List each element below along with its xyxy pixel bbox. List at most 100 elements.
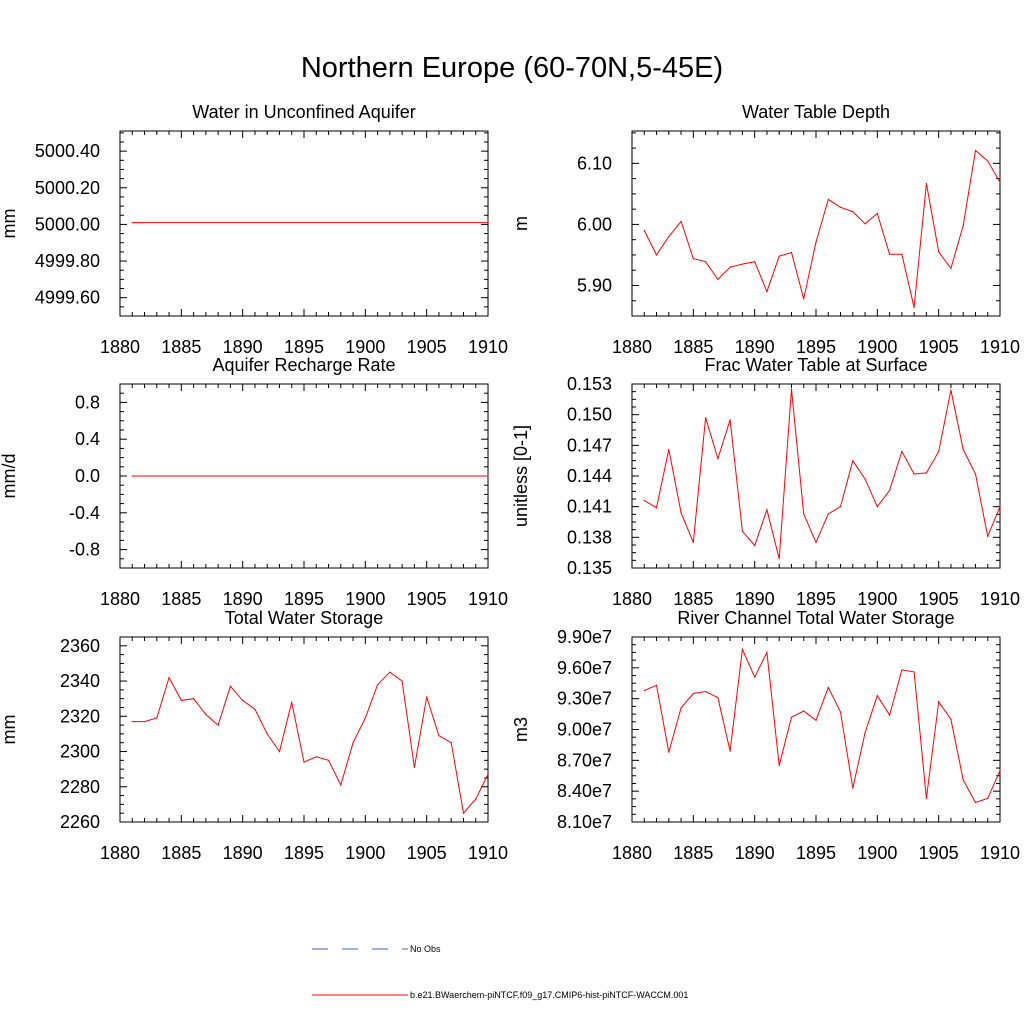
x-tick-label: 1905	[407, 589, 447, 609]
x-tick-label: 1905	[407, 337, 447, 357]
data-point	[680, 707, 682, 709]
y-tick-label: 9.00e7	[557, 720, 612, 740]
x-tick-label: 1900	[345, 589, 385, 609]
x-tick-label: 1890	[735, 337, 775, 357]
data-point	[901, 253, 903, 255]
y-tick-label: 8.40e7	[557, 781, 612, 801]
y-tick-label: 0.144	[567, 466, 612, 486]
data-point	[987, 160, 989, 162]
data-point	[217, 724, 219, 726]
x-tick-label: 1895	[796, 589, 836, 609]
plot-frame	[119, 130, 489, 317]
x-tick-label: 1905	[407, 843, 447, 863]
data-point	[766, 290, 768, 293]
data-point	[950, 267, 952, 269]
data-point	[962, 225, 964, 227]
y-tick-label: 6.10	[577, 153, 612, 173]
data-point	[864, 478, 866, 480]
data-point	[156, 717, 158, 719]
data-point	[254, 708, 256, 710]
data-point	[778, 255, 780, 257]
y-tick-label: 0.153	[567, 374, 612, 394]
panel-3: Aquifer Recharge Rate mm/d 1880 1885 1890 189…	[0, 355, 508, 609]
data-point	[790, 388, 793, 390]
plot-frame	[119, 636, 489, 823]
data-point	[242, 699, 244, 702]
y-axis-label: mm	[0, 209, 19, 239]
x-tick-label: 1885	[161, 843, 201, 863]
panel-title: Frac Water Table at Surface	[704, 355, 927, 375]
y-tick-label: 2340	[60, 671, 100, 691]
data-point	[193, 698, 195, 700]
y-axis-label: m	[511, 216, 531, 231]
y-tick-label: 5000.00	[35, 214, 100, 234]
data-point	[913, 473, 915, 475]
y-tick-label: 9.60e7	[557, 658, 612, 678]
x-tick-label: 1880	[612, 589, 652, 609]
y-tick-label: 2260	[60, 812, 100, 832]
y-tick-label: 5.90	[577, 275, 612, 295]
series-line	[132, 671, 489, 815]
y-tick-label: 4999.80	[35, 251, 100, 271]
data-point	[643, 499, 645, 502]
data-point	[913, 306, 915, 309]
y-tick-label: 9.90e7	[557, 627, 612, 647]
y-tick-label: 2280	[60, 777, 100, 797]
data-point	[987, 535, 989, 537]
x-tick-label: 1900	[345, 843, 385, 863]
data-point	[377, 683, 379, 686]
x-tick-label: 1910	[980, 337, 1020, 357]
data-point	[852, 787, 854, 789]
data-point	[340, 784, 342, 786]
data-point	[778, 764, 780, 767]
x-tick-label: 1885	[673, 337, 713, 357]
data-point	[852, 460, 854, 462]
data-point	[950, 718, 952, 720]
data-point	[168, 676, 170, 679]
data-point	[815, 241, 817, 243]
data-point	[925, 472, 928, 474]
data-point	[655, 684, 658, 686]
panel-title: Water Table Depth	[742, 102, 890, 122]
data-point	[131, 221, 133, 224]
y-tick-label: 8.10e7	[557, 812, 612, 832]
x-tick-label: 1890	[223, 843, 263, 863]
data-point	[426, 696, 428, 698]
data-point	[413, 766, 415, 768]
data-point	[655, 254, 658, 256]
data-point	[803, 710, 805, 712]
data-point	[754, 544, 756, 547]
data-point	[913, 671, 915, 673]
data-point	[925, 797, 928, 799]
data-point	[438, 735, 440, 737]
y-tick-label: 0.150	[567, 405, 612, 425]
data-point	[315, 756, 317, 758]
data-point	[999, 770, 1001, 772]
y-tick-label: 0.4	[75, 429, 100, 449]
x-tick-label: 1890	[735, 843, 775, 863]
y-tick-label: 9.30e7	[557, 689, 612, 709]
data-point	[487, 221, 489, 224]
data-point	[974, 473, 977, 475]
data-point	[131, 720, 133, 723]
plot-frame	[631, 636, 1001, 823]
data-point	[668, 236, 670, 238]
x-tick-label: 1900	[345, 337, 385, 357]
data-point	[729, 419, 731, 421]
data-point	[803, 298, 805, 300]
data-point	[475, 798, 477, 800]
data-point	[131, 475, 133, 477]
x-tick-label: 1895	[284, 337, 324, 357]
data-point	[655, 507, 658, 509]
x-tick-label: 1885	[673, 589, 713, 609]
data-point	[487, 475, 489, 477]
y-tick-label: 2320	[60, 706, 100, 726]
data-point	[278, 750, 281, 753]
panel-title: Water in Unconfined Aquifer	[192, 102, 415, 122]
data-point	[864, 731, 866, 734]
x-tick-label: 1895	[796, 843, 836, 863]
x-tick-label: 1895	[284, 843, 324, 863]
data-point	[401, 680, 403, 682]
data-point	[487, 773, 489, 776]
